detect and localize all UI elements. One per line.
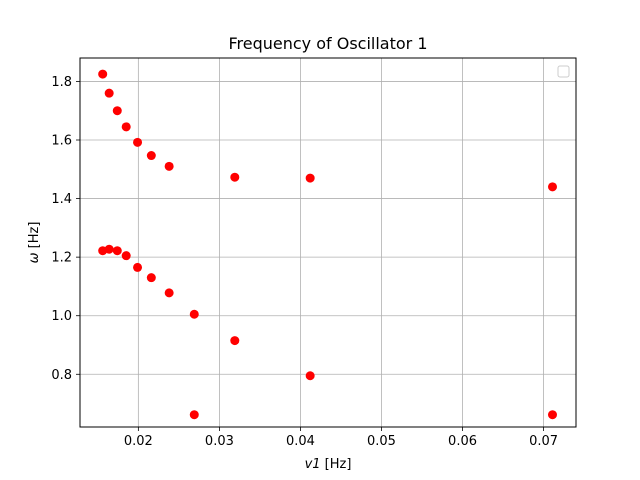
y-tick-label: 1.8 bbox=[51, 75, 72, 90]
data-point bbox=[98, 69, 108, 79]
data-point bbox=[189, 410, 199, 420]
data-point bbox=[133, 262, 143, 272]
y-axis-label: ω [Hz] bbox=[27, 222, 42, 264]
y-tick-label: 1.6 bbox=[51, 134, 72, 149]
data-point bbox=[305, 371, 315, 381]
y-tick-label: 1.0 bbox=[51, 309, 72, 324]
data-point bbox=[547, 410, 557, 420]
axes-frame bbox=[79, 57, 577, 428]
data-point bbox=[146, 273, 156, 283]
chart-title: Frequency of Oscillator 1 bbox=[228, 34, 427, 53]
x-axis-unit: [Hz] bbox=[321, 457, 352, 472]
x-tick-label: 0.05 bbox=[367, 434, 396, 449]
data-point bbox=[164, 161, 174, 171]
axis-ticks: 0.02 0.03 0.04 0.05 0.06 0.07 0.8 1.0 1.2 1.4 1.6 1… bbox=[51, 75, 558, 449]
data-point bbox=[104, 244, 114, 254]
legend-box bbox=[557, 65, 570, 78]
data-point bbox=[230, 172, 240, 182]
x-tick-label: 0.07 bbox=[529, 434, 558, 449]
data-point bbox=[112, 106, 122, 116]
y-tick-label: 1.4 bbox=[51, 192, 72, 207]
x-tick-label: 0.03 bbox=[205, 434, 234, 449]
data-point bbox=[146, 151, 156, 161]
y-tick-label: 1.2 bbox=[51, 251, 72, 266]
grid bbox=[80, 58, 576, 427]
data-point bbox=[104, 88, 114, 98]
x-tick-label: 0.04 bbox=[286, 434, 315, 449]
data-point bbox=[121, 251, 131, 261]
x-axis-label: v1 [Hz] bbox=[305, 457, 352, 472]
data-point bbox=[112, 246, 122, 256]
data-point bbox=[189, 309, 199, 319]
data-point bbox=[305, 173, 315, 183]
data-point bbox=[133, 137, 143, 147]
data-point bbox=[164, 288, 174, 298]
data-point bbox=[121, 122, 131, 132]
data-points bbox=[98, 69, 557, 420]
y-tick-label: 0.8 bbox=[51, 368, 72, 383]
x-tick-label: 0.06 bbox=[448, 434, 477, 449]
y-axis-unit: [Hz] bbox=[27, 222, 42, 253]
x-axis-variable: v1 bbox=[305, 457, 321, 472]
y-axis-variable: ω bbox=[27, 252, 42, 263]
data-point bbox=[547, 182, 557, 192]
data-point bbox=[230, 336, 240, 346]
x-tick-label: 0.02 bbox=[124, 434, 153, 449]
